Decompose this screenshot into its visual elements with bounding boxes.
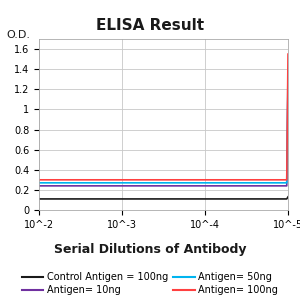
Legend: Control Antigen = 100ng, Antigen= 10ng, Antigen= 50ng, Antigen= 100ng: Control Antigen = 100ng, Antigen= 10ng, … xyxy=(22,272,278,295)
Text: ELISA Result: ELISA Result xyxy=(96,18,204,33)
Text: O.D.: O.D. xyxy=(6,30,30,40)
Text: Serial Dilutions of Antibody: Serial Dilutions of Antibody xyxy=(54,243,246,256)
